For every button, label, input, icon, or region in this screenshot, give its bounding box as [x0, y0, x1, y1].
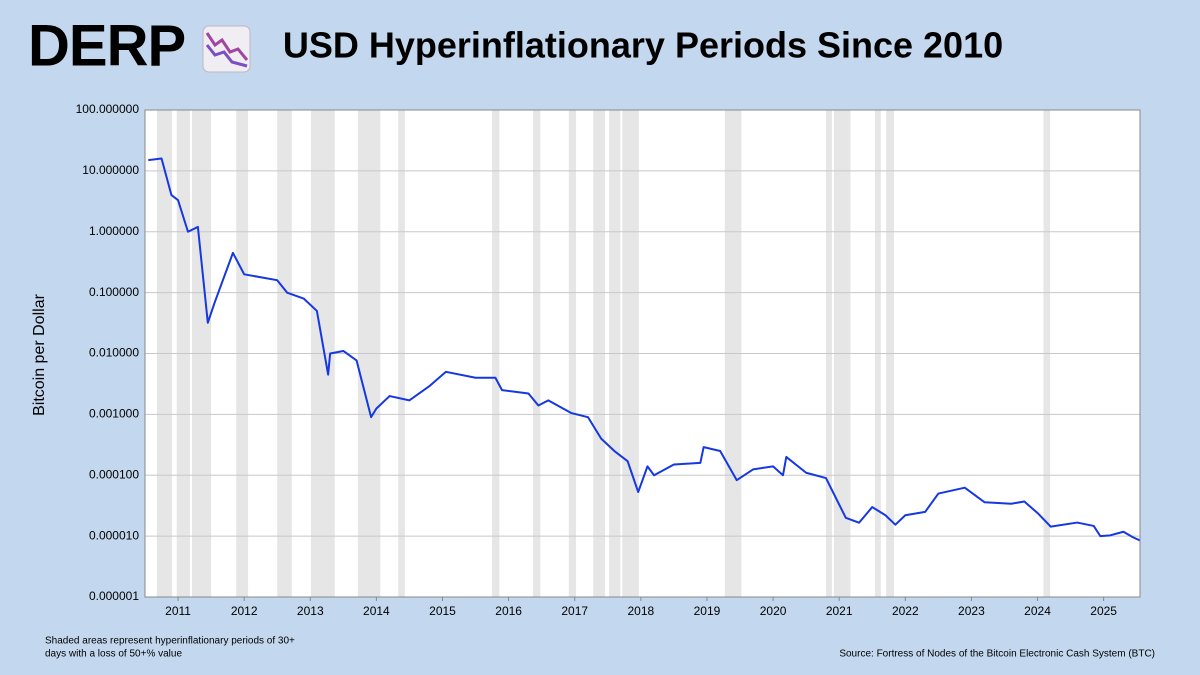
- x-tick-label: 2016: [495, 604, 522, 618]
- x-tick-label: 2014: [363, 604, 390, 618]
- plot-frame: [144, 109, 1141, 598]
- x-tick-label: 2020: [760, 604, 787, 618]
- y-tick-label: 1.000000: [89, 224, 139, 238]
- logo: DERP: [28, 13, 185, 78]
- x-tick-label: 2022: [892, 604, 919, 618]
- x-tick-label: 2012: [231, 604, 258, 618]
- x-tick-label: 2021: [826, 604, 853, 618]
- y-tick-label: 0.001000: [89, 407, 139, 421]
- x-tick-label: 2025: [1090, 604, 1117, 618]
- data-line: [148, 157, 1141, 542]
- x-tick-label: 2011: [165, 604, 191, 618]
- source: Source: Fortress of Nodes of the Bitcoin…: [839, 649, 1155, 660]
- x-tick-label: 2023: [958, 604, 985, 618]
- x-tick-label: 2013: [297, 604, 324, 618]
- x-tick-label: 2019: [694, 604, 721, 618]
- y-tick-label: 0.000001: [89, 589, 139, 603]
- y-tick-label: 0.000100: [89, 467, 139, 481]
- y-tick-label: 10.000000: [82, 163, 139, 177]
- y-tick-label: 100.000000: [76, 102, 140, 116]
- y-tick-label: 0.000010: [89, 528, 139, 542]
- chart-title: USD Hyperinflationary Periods Since 2010: [283, 25, 1003, 66]
- y-tick-label: 0.100000: [89, 285, 139, 299]
- footnote: Shaded areas represent hyperinflationary…: [45, 636, 295, 647]
- x-tick-label: 2017: [561, 604, 588, 618]
- y-tick-label: 0.010000: [89, 346, 139, 360]
- logo-icon: [202, 25, 251, 73]
- x-tick-label: 2018: [627, 604, 654, 618]
- x-tick-label: 2015: [429, 604, 456, 618]
- y-axis-label: Bitcoin per Dollar: [31, 293, 48, 416]
- x-tick-label: 2024: [1024, 604, 1051, 618]
- footnote: days with a loss of 50+% value: [45, 649, 182, 660]
